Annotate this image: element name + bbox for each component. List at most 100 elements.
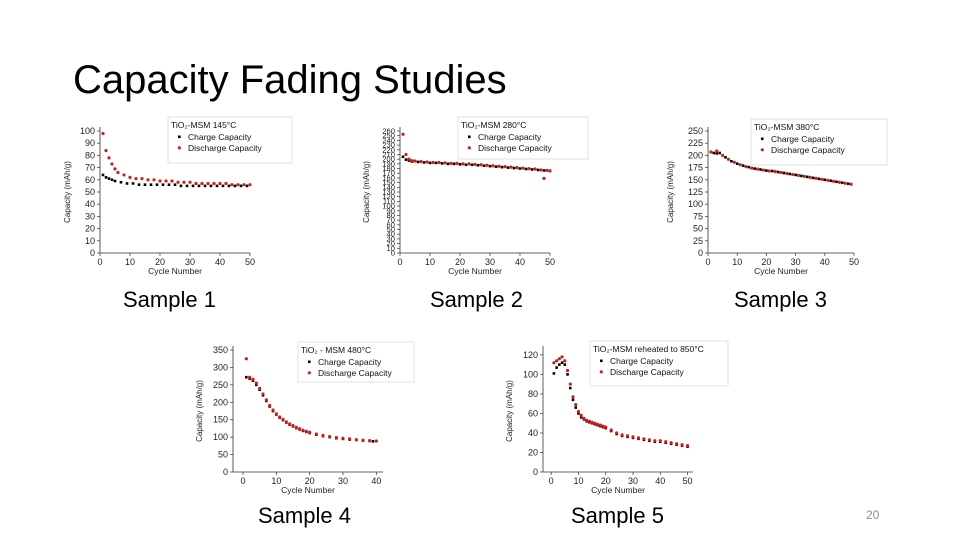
- discharge-point: [467, 162, 471, 166]
- discharge-point: [791, 172, 795, 177]
- discharge-point: [248, 375, 252, 379]
- charge-point: [776, 170, 780, 174]
- discharge-point: [281, 417, 285, 421]
- x-tick-label: 40: [215, 257, 225, 267]
- y-tick-label: 60: [387, 220, 395, 229]
- discharge-point: [587, 419, 591, 423]
- chart-sample-2: 0102030405060708090100110120130140150160…: [362, 116, 589, 276]
- discharge-point: [709, 150, 713, 154]
- y-tick-label: 250: [688, 126, 703, 136]
- discharge-point: [425, 160, 429, 164]
- charge-point: [800, 174, 803, 178]
- x-axis-label: Cycle Number: [754, 266, 808, 276]
- discharge-point: [264, 398, 268, 402]
- legend-label-discharge: Discharge Capacity: [610, 367, 684, 377]
- charge-point: [143, 183, 147, 186]
- legend-label-discharge: Discharge Capacity: [318, 368, 392, 378]
- discharge-point: [767, 169, 771, 173]
- discharge-point: [107, 156, 111, 160]
- x-tick-label: 10: [573, 476, 583, 486]
- y-tick-label: 110: [383, 197, 395, 206]
- discharge-point: [582, 416, 586, 420]
- discharge-point: [680, 443, 684, 447]
- discharge-point: [552, 361, 556, 365]
- y-tick-label: 30: [387, 234, 395, 243]
- charge-point: [571, 398, 575, 402]
- y-tick-label: 350: [213, 345, 228, 355]
- discharge-point: [294, 425, 298, 429]
- charge-point: [458, 163, 462, 166]
- charge-point: [500, 165, 504, 169]
- discharge-point: [301, 428, 305, 432]
- charge-point: [805, 175, 809, 179]
- y-tick-label: 150: [688, 175, 703, 185]
- discharge-point: [576, 409, 581, 414]
- discharge-point: [620, 433, 624, 437]
- legend-title: TiO₂ - MSM 480°C: [301, 345, 371, 355]
- discharge-point: [401, 132, 405, 136]
- y-tick-label: 100: [523, 369, 538, 379]
- charge-point: [161, 183, 165, 186]
- charge-point: [552, 372, 556, 375]
- charge-point: [817, 177, 821, 181]
- charge-point: [470, 163, 474, 167]
- x-tick-label: 20: [761, 257, 771, 267]
- y-tick-label: 0: [223, 467, 228, 477]
- y-tick-label: 60: [85, 175, 95, 185]
- charge-point: [173, 183, 177, 186]
- charge-point: [536, 168, 540, 172]
- legend-marker-charge: [468, 135, 471, 139]
- y-tick-label: 20: [387, 239, 395, 248]
- discharge-point: [560, 355, 564, 359]
- discharge-point: [248, 183, 252, 187]
- discharge-point: [802, 174, 806, 178]
- charge-point: [179, 184, 183, 188]
- discharge-point: [593, 421, 597, 425]
- y-tick-label: 90: [85, 138, 95, 148]
- discharge-point: [258, 386, 262, 390]
- y-tick-label: 130: [382, 188, 395, 197]
- y-tick-label: 190: [382, 159, 395, 168]
- charge-point: [476, 163, 480, 167]
- discharge-point: [808, 175, 812, 179]
- legend-label-charge: Charge Capacity: [478, 132, 542, 142]
- x-tick-label: 20: [155, 257, 165, 267]
- discharge-point: [182, 180, 186, 184]
- slide-number: 20: [866, 508, 880, 522]
- legend-marker-discharge: [177, 146, 181, 150]
- chart-sample-3: 0 25 50 75 100 125 150 175 200 225 250 0 10 20 30 40 50 C…: [666, 118, 888, 276]
- y-tick-label: 80: [528, 389, 538, 399]
- discharge-point: [843, 181, 847, 185]
- charge-point: [530, 168, 534, 171]
- y-tick-label: 125: [688, 187, 703, 197]
- discharge-point: [831, 179, 836, 183]
- discharge-point: [568, 382, 572, 386]
- discharge-point: [744, 165, 748, 169]
- charge-point: [401, 155, 405, 159]
- charge-point: [203, 184, 207, 188]
- discharge-point: [224, 181, 228, 186]
- charge-point: [566, 373, 569, 376]
- discharge-point: [503, 165, 507, 169]
- y-tick-label: 50: [693, 224, 703, 234]
- charge-point: [167, 183, 171, 186]
- charge-point: [371, 440, 375, 443]
- charge-point: [730, 159, 733, 163]
- x-tick-label: 30: [791, 257, 801, 267]
- charge-point: [221, 184, 225, 188]
- caption-sample-3: Sample 3: [734, 287, 827, 312]
- x-tick-label: 30: [338, 476, 348, 486]
- charge-point: [131, 182, 135, 185]
- y-axis-label: Capacity (mAh/g): [666, 161, 675, 223]
- discharge-point: [761, 168, 766, 172]
- y-tick-label: 0: [698, 248, 703, 258]
- caption-sample-2: Sample 2: [430, 287, 523, 312]
- x-tick-label: 0: [549, 476, 554, 486]
- discharge-point: [410, 158, 414, 163]
- discharge-point: [625, 434, 630, 438]
- discharge-point: [321, 433, 325, 437]
- charge-point: [209, 184, 213, 188]
- charge-point: [735, 162, 739, 165]
- charge-point: [452, 162, 456, 166]
- discharge-point: [820, 177, 824, 181]
